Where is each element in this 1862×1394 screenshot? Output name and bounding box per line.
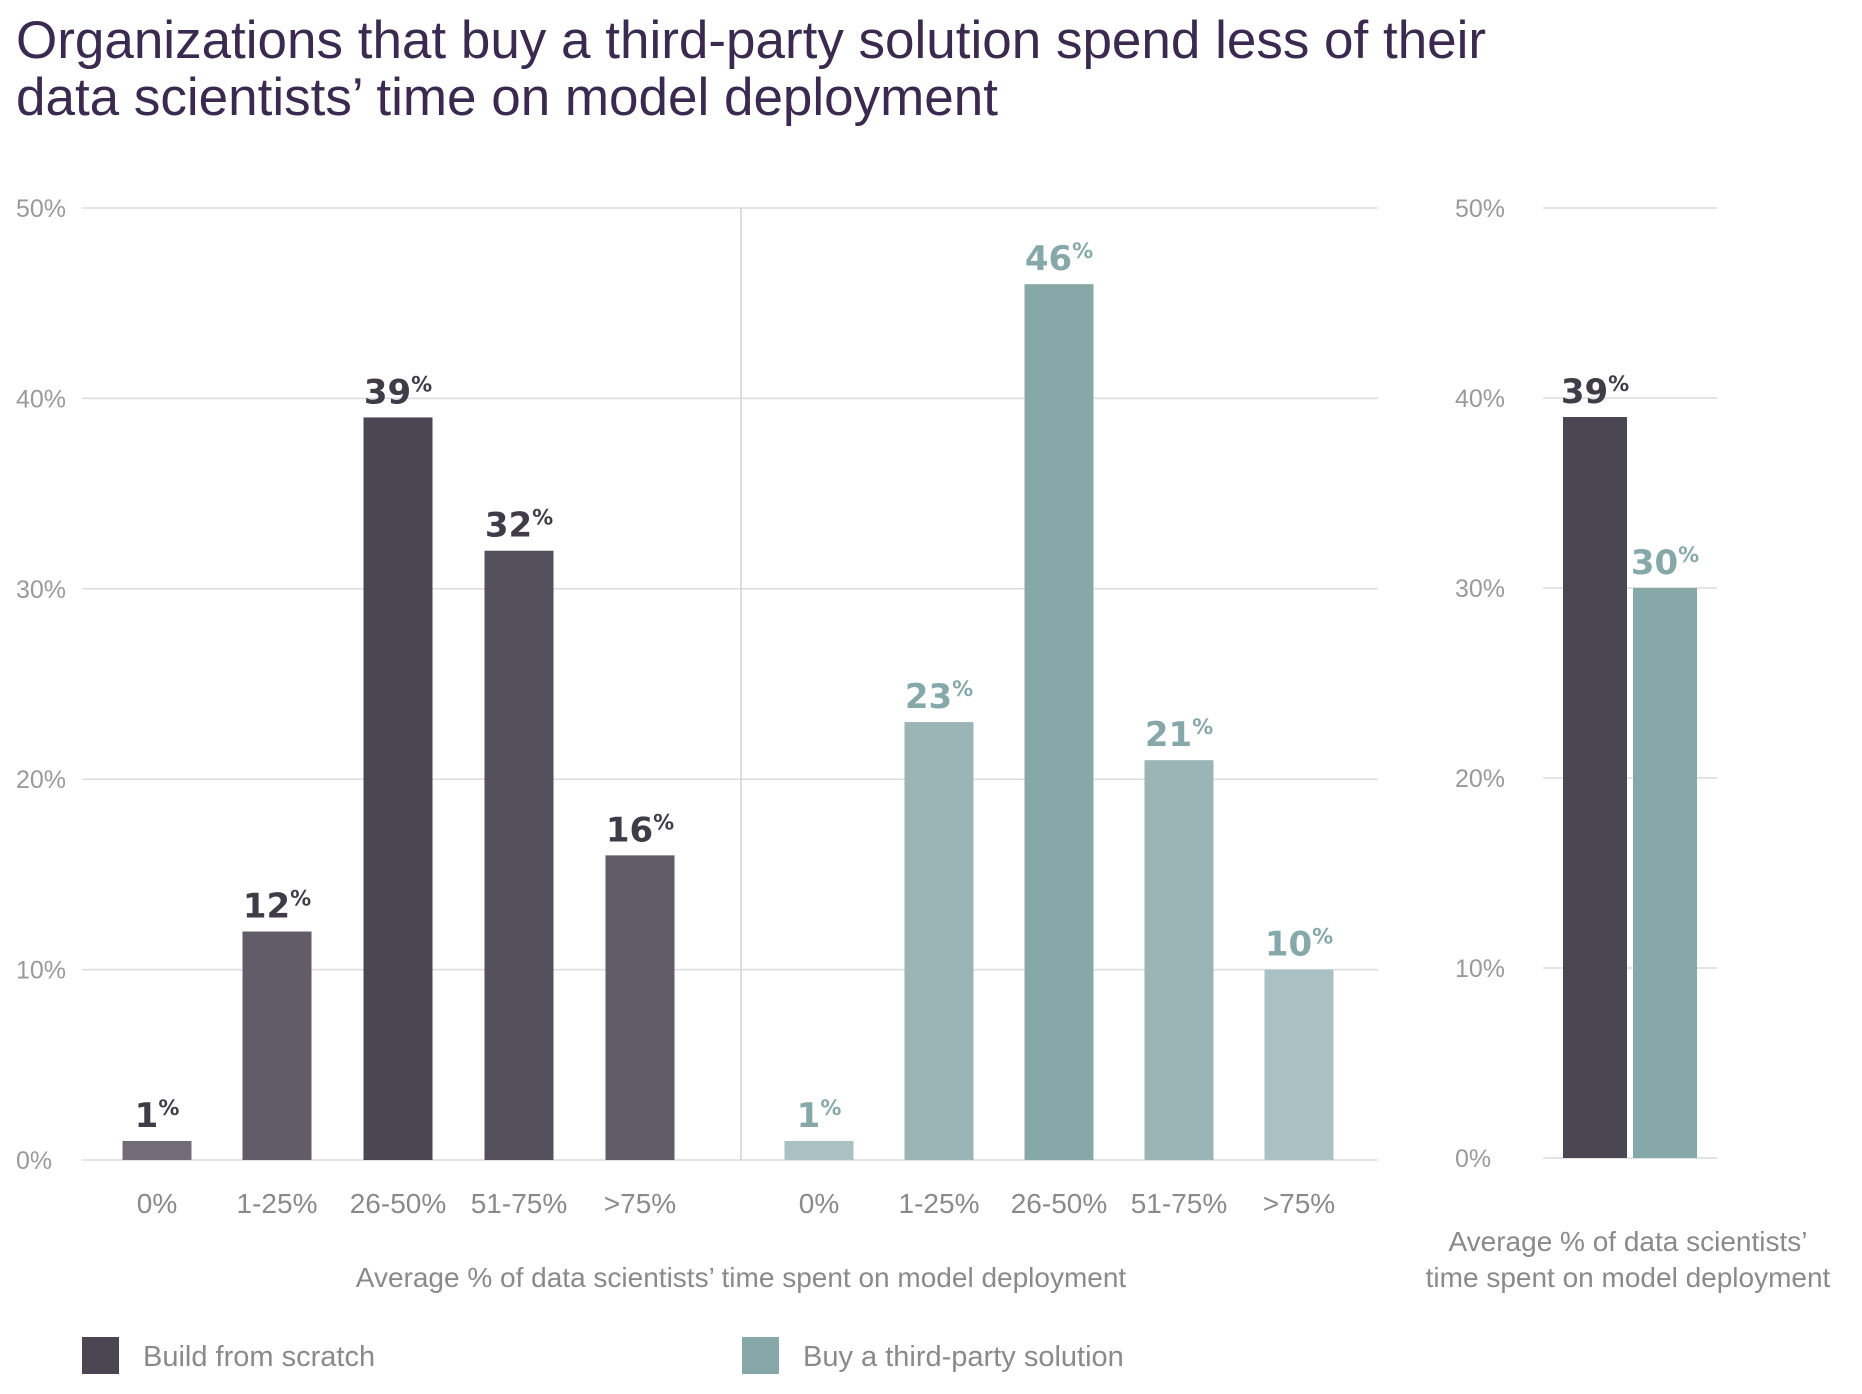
y-tick-label-side: 20%	[1455, 765, 1505, 793]
y-tick-label-main: 30%	[16, 576, 66, 604]
x-category-label: >75%	[604, 1188, 676, 1219]
x-axis-title-side: time spent on model deployment	[1426, 1262, 1831, 1293]
bar	[122, 1140, 192, 1160]
average-bar	[1563, 417, 1627, 1158]
x-axis-title-main: Average % of data scientists’ time spent…	[356, 1262, 1127, 1293]
y-tick-label-main: 10%	[16, 957, 66, 985]
bar-value-label: 1%	[797, 1096, 842, 1136]
bar-value-label: 10%	[1265, 925, 1333, 965]
average-comparison-chart: 0% 10% 20% 30% 40% 50% 39% 30% Average % of data…	[1426, 195, 1831, 1293]
average-bar	[1633, 588, 1697, 1158]
x-category-label: 51-75%	[471, 1188, 568, 1219]
y-tick-label-side: 40%	[1455, 385, 1505, 413]
legend-label: Build from scratch	[143, 1341, 375, 1373]
x-axis-title-side: Average % of data scientists’	[1448, 1226, 1807, 1257]
x-category-label: 0%	[799, 1188, 839, 1219]
bar-value-label: 23%	[905, 677, 973, 717]
x-category-label: 26-50%	[1011, 1188, 1108, 1219]
bar	[904, 722, 974, 1160]
chart-title-line-1: Organizations that buy a third-party sol…	[16, 11, 1487, 70]
y-tick-label-side: 50%	[1455, 195, 1505, 223]
legend-label: Buy a third-party solution	[803, 1341, 1124, 1373]
bar	[1144, 760, 1214, 1160]
y-tick-label-side: 0%	[1455, 1145, 1491, 1173]
average-bar-value-label: 30%	[1631, 543, 1699, 583]
bar	[605, 855, 675, 1160]
legend-swatch	[742, 1337, 779, 1374]
bar-value-label: 12%	[243, 887, 311, 927]
main-distribution-chart: 0% 10% 20% 30% 40% 50% 1% 0% 12% 1-25% 39% 26-50% 32…	[16, 195, 1378, 1293]
bar-value-label: 32%	[485, 506, 553, 546]
bar-value-label: 21%	[1145, 715, 1213, 755]
bar	[784, 1140, 854, 1160]
average-bar-value-label: 39%	[1561, 372, 1629, 412]
legend: Build from scratch Buy a third-party solu…	[82, 1337, 1124, 1374]
y-tick-label-side: 10%	[1455, 955, 1505, 983]
bar-value-label: 46%	[1025, 239, 1093, 279]
x-category-label: 1-25%	[899, 1188, 980, 1219]
x-category-label: 26-50%	[350, 1188, 447, 1219]
bar	[1264, 969, 1334, 1160]
bar-value-label: 16%	[606, 810, 674, 850]
legend-swatch	[82, 1337, 119, 1374]
y-tick-label-side: 30%	[1455, 575, 1505, 603]
bar	[242, 931, 312, 1160]
y-tick-label-main: 50%	[16, 195, 66, 223]
x-category-label: >75%	[1263, 1188, 1335, 1219]
bar	[1024, 284, 1094, 1160]
y-tick-label-main: 20%	[16, 766, 66, 794]
bar	[363, 417, 433, 1160]
x-category-label: 0%	[137, 1188, 177, 1219]
x-category-label: 51-75%	[1131, 1188, 1228, 1219]
y-tick-label-main: 0%	[16, 1147, 52, 1175]
chart-title: Organizations that buy a third-party sol…	[16, 12, 1716, 126]
bar-value-label: 1%	[135, 1096, 180, 1136]
x-category-label: 1-25%	[237, 1188, 318, 1219]
bar-value-label: 39%	[364, 372, 432, 412]
y-tick-label-main: 40%	[16, 385, 66, 413]
chart-title-line-2: data scientists’ time on model deploymen…	[16, 68, 998, 127]
bar	[484, 550, 554, 1160]
